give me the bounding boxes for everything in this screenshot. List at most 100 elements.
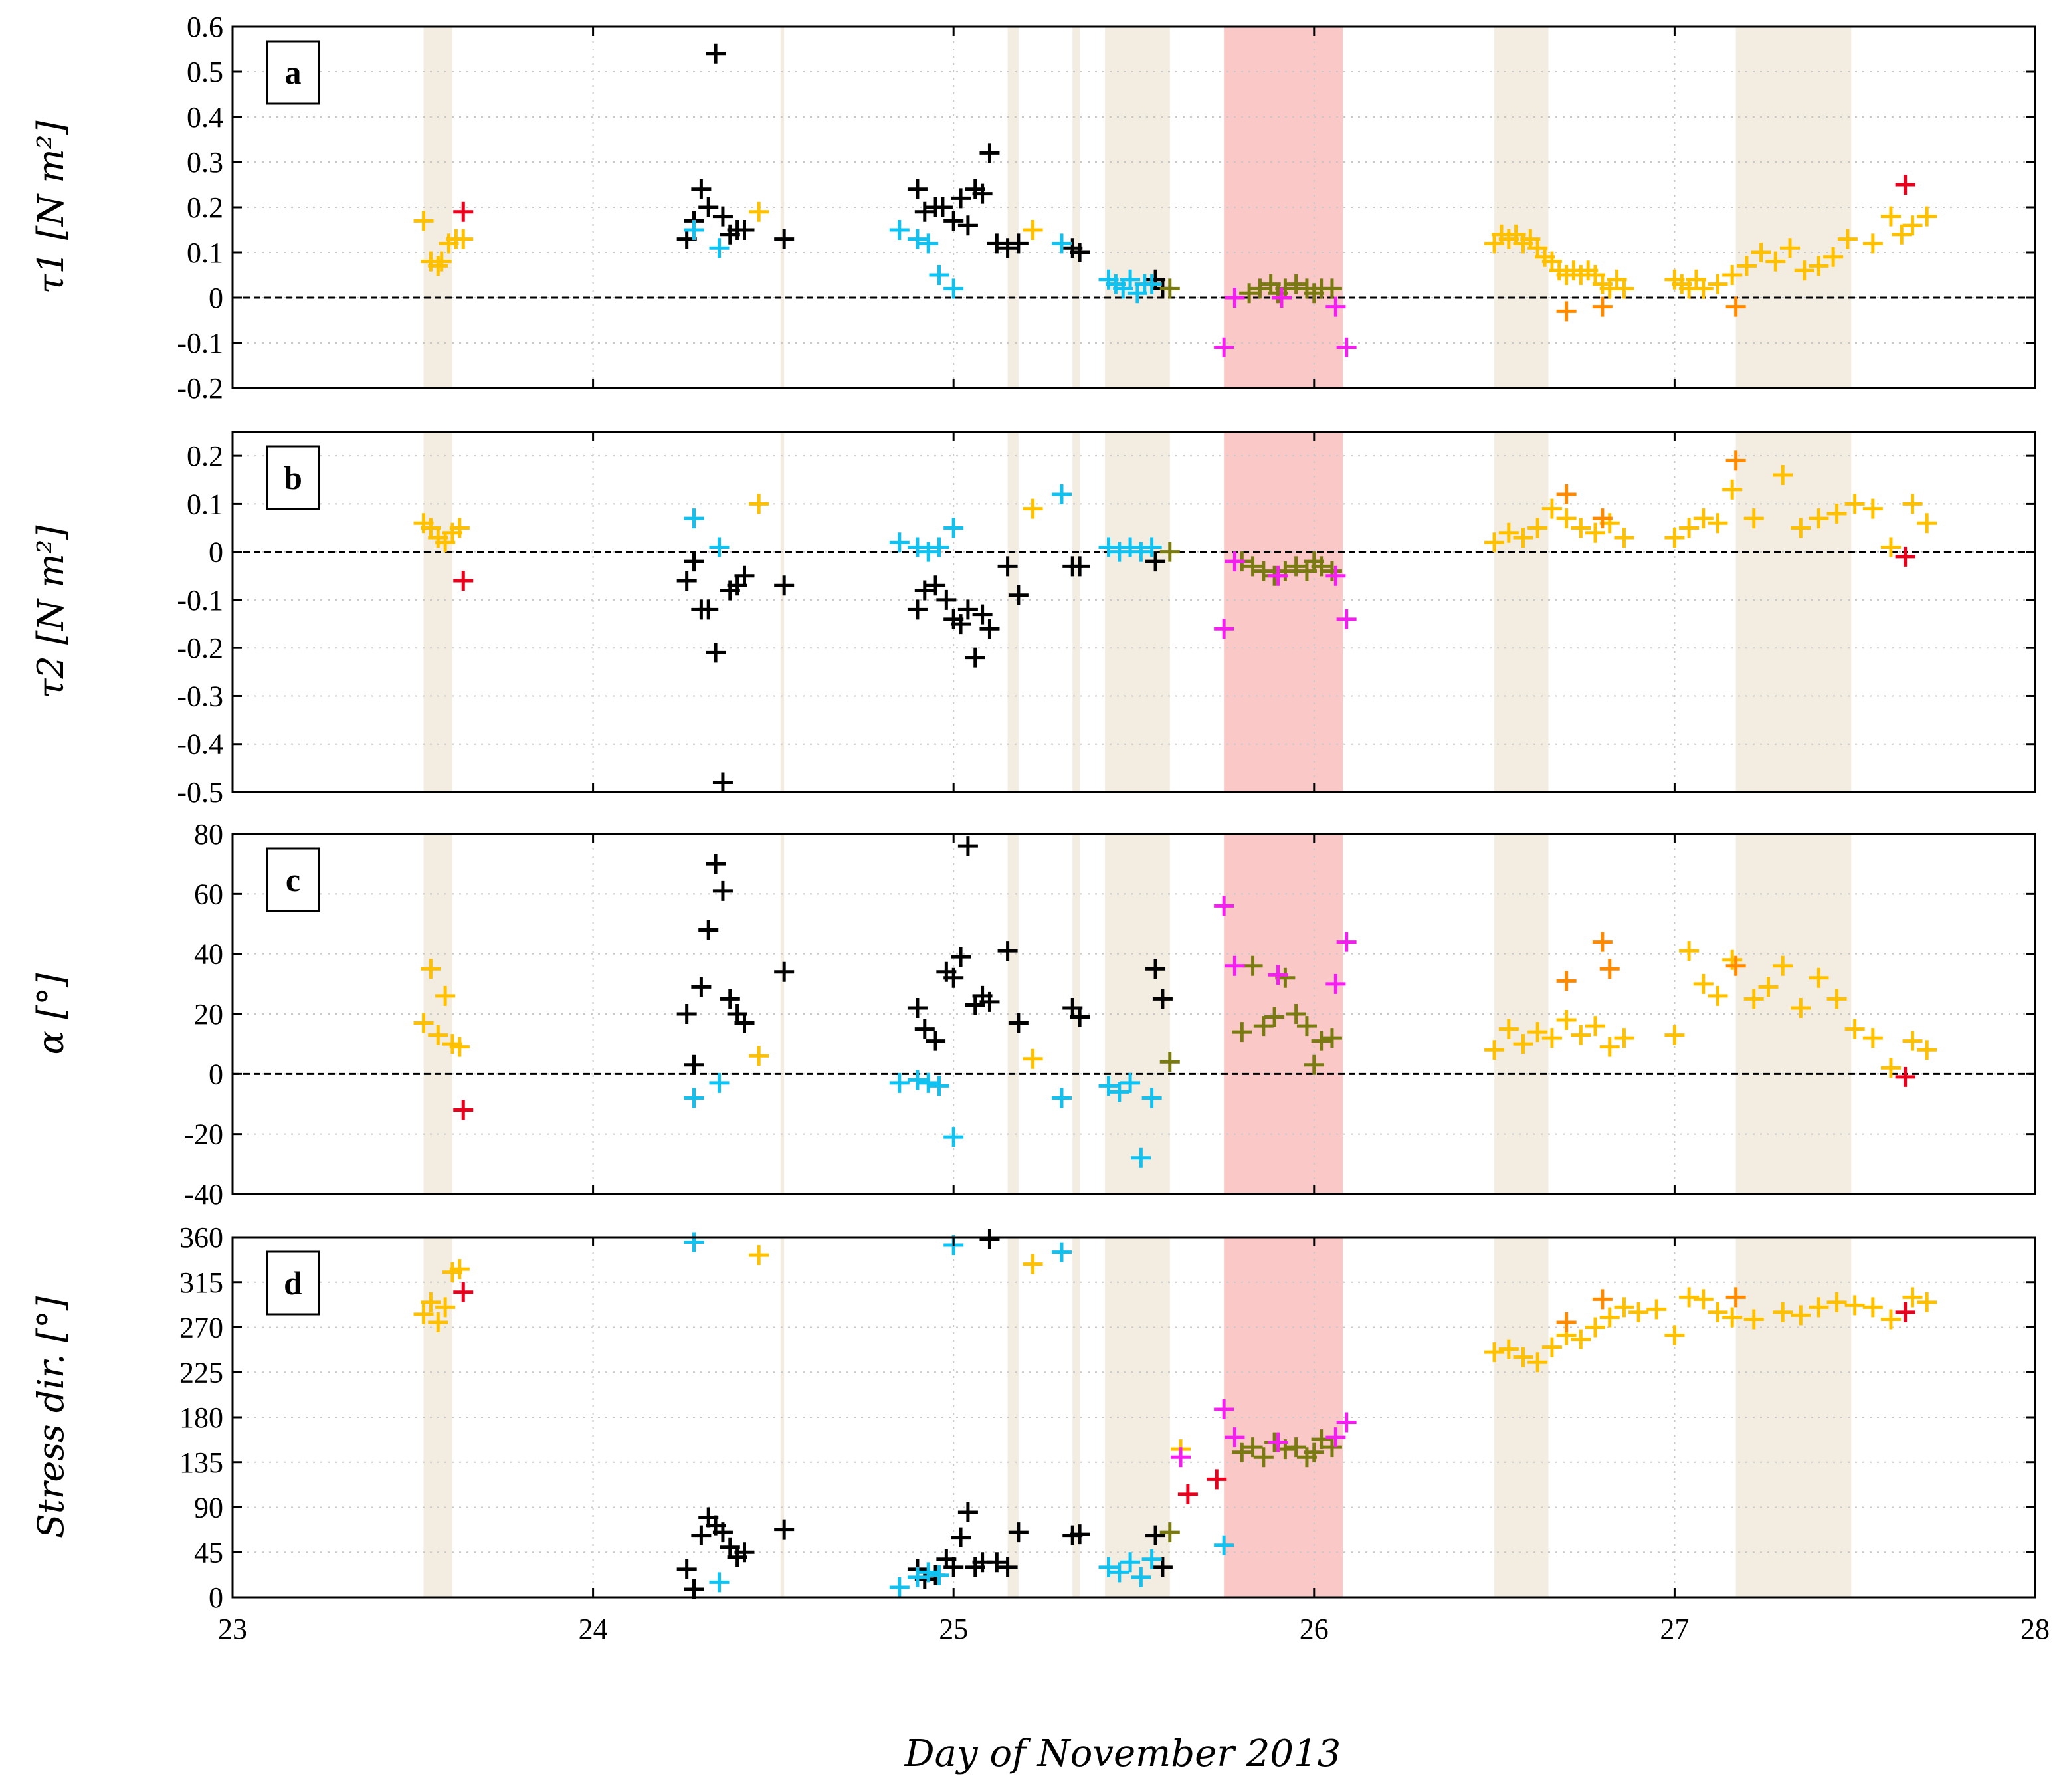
data-point [1286, 274, 1306, 294]
data-point [1826, 989, 1847, 1009]
data-point [1823, 247, 1844, 267]
y-tick-label: 0.1 [187, 237, 223, 269]
data-point [712, 880, 733, 901]
data-point [1722, 265, 1743, 285]
data-point [706, 643, 726, 663]
y-axis-label: τ1 [N m²] [30, 120, 72, 294]
data-point [979, 619, 1000, 639]
data-point [1708, 513, 1728, 534]
y-tick-label: -0.2 [177, 632, 223, 664]
data-point [1268, 965, 1288, 985]
panel-label: c [286, 861, 300, 898]
series-cyan [684, 220, 1162, 304]
data-point [889, 1072, 910, 1093]
shaded-band [1105, 1237, 1170, 1597]
data-point [1513, 1034, 1533, 1054]
y-tick-label: 0.1 [187, 488, 223, 520]
data-point [453, 201, 474, 222]
data-point [1098, 1557, 1119, 1577]
data-point [1232, 1022, 1252, 1043]
data-point [413, 1304, 434, 1324]
data-point [1826, 1292, 1847, 1312]
data-point [1809, 967, 1829, 988]
data-point [1023, 220, 1043, 240]
data-point [1765, 251, 1786, 272]
data-point [1322, 561, 1342, 581]
data-point [428, 1312, 448, 1332]
data-point [1556, 508, 1577, 529]
data-point [1722, 1307, 1743, 1328]
data-point [1599, 959, 1620, 979]
y-tick-label: 45 [194, 1536, 223, 1569]
y-tick-label: 90 [194, 1492, 223, 1524]
data-point [1917, 1040, 1937, 1060]
data-point [1286, 556, 1306, 577]
data-point [709, 1572, 730, 1593]
data-point [1152, 1557, 1173, 1577]
data-point [943, 518, 964, 538]
data-point [1758, 977, 1779, 997]
series-orange [1556, 296, 1746, 322]
data-point [1268, 565, 1288, 586]
data-point [1527, 518, 1548, 538]
data-point [1325, 565, 1346, 586]
data-point [1051, 233, 1072, 254]
data-point [1250, 278, 1270, 299]
data-point [1614, 1297, 1634, 1318]
series-cyan [684, 1070, 1162, 1168]
data-point [1895, 175, 1915, 195]
data-point [435, 985, 456, 1006]
data-point [698, 920, 719, 940]
data-point [1225, 955, 1245, 976]
data-point [428, 256, 448, 276]
data-point [1892, 224, 1912, 245]
data-point [1743, 989, 1764, 1009]
data-point [1131, 1147, 1151, 1168]
data-point [1614, 1028, 1634, 1048]
shaded-band [1735, 27, 1852, 388]
y-tick-label: 0 [209, 536, 223, 569]
series-red [453, 175, 1915, 222]
data-point [1646, 1299, 1667, 1320]
series-orange [1556, 450, 1746, 529]
data-point [691, 1525, 712, 1545]
data-point [1895, 1066, 1915, 1087]
data-point [1225, 288, 1245, 308]
data-point [1325, 973, 1346, 994]
data-point [1008, 1522, 1029, 1543]
data-point [1862, 1297, 1883, 1318]
data-point [684, 551, 704, 572]
data-point [1484, 1342, 1505, 1363]
shaded-band [1105, 27, 1170, 388]
series-orange [1556, 932, 1746, 991]
data-point [907, 1070, 928, 1090]
series-yellow [413, 1245, 1937, 1460]
series-yellow [413, 941, 1937, 1078]
data-point [972, 604, 993, 625]
panel-label: a [285, 54, 302, 91]
data-point [929, 1076, 949, 1096]
data-point [421, 959, 441, 979]
data-point [684, 1054, 704, 1075]
data-point [1791, 518, 1811, 538]
data-point [907, 1567, 928, 1587]
panel-label-box [266, 1250, 320, 1316]
data-point [1628, 1302, 1649, 1322]
shaded-band [1007, 834, 1019, 1194]
data-point [676, 1004, 697, 1024]
data-point [951, 1527, 971, 1547]
data-point [889, 220, 910, 240]
data-point [691, 977, 712, 997]
data-point [1708, 274, 1728, 294]
data-point [1902, 1287, 1923, 1308]
series-black [676, 551, 1166, 793]
shaded-band [423, 432, 452, 792]
data-point [749, 201, 769, 222]
data-point [1708, 985, 1728, 1006]
data-point [929, 537, 949, 557]
data-point [1571, 1329, 1591, 1349]
data-point [997, 556, 1018, 577]
y-tick-label: 20 [194, 998, 223, 1031]
x-tick-label: 28 [2020, 1613, 2050, 1645]
data-point [1051, 484, 1072, 504]
